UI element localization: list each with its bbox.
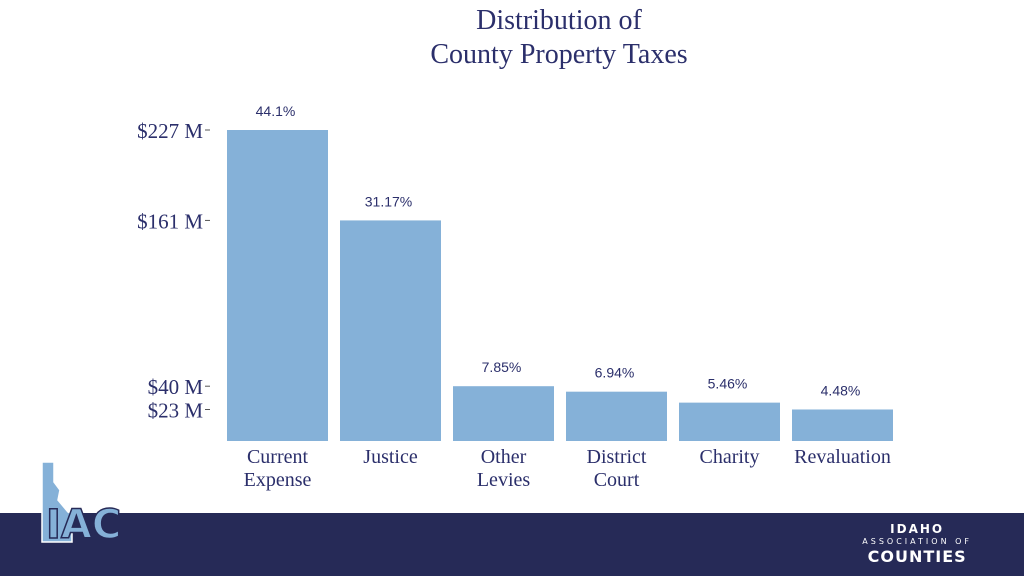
x-tick-label: Levies [477, 469, 531, 491]
chart-title-line-2: County Property Taxes [430, 39, 688, 70]
data-label: 5.46% [708, 376, 748, 392]
x-tick-label: Expense [244, 469, 312, 491]
bar [679, 402, 780, 441]
svg-text:IAC: IAC [46, 502, 121, 548]
org-line-3: COUNTIES [867, 547, 967, 566]
chart-title-line-1: Distribution of [476, 5, 642, 36]
x-tick-label: Charity [700, 446, 760, 468]
bar [792, 409, 893, 441]
data-label: 4.48% [821, 382, 861, 398]
bar-chart: $227 M $161 M $40 M$23 M 44.1% CurrentExpens… [137, 103, 893, 491]
x-tick-label: Court [594, 469, 640, 491]
x-tick-label: District [587, 446, 647, 468]
footer-bar [0, 513, 1024, 576]
x-tick-label: Other [481, 446, 527, 468]
bar [227, 130, 328, 441]
bar [453, 386, 554, 441]
org-line-2: ASSOCIATION OF [862, 537, 972, 546]
x-tick-label: Revaluation [794, 446, 891, 468]
data-label: 31.17% [365, 193, 412, 209]
y-tick-label: $161 M [137, 209, 203, 233]
chart-title: Distribution of County Property Taxes [0, 4, 1024, 72]
org-wordmark: IDAHO ASSOCIATION OF COUNTIES [862, 522, 972, 566]
y-tick-label: $227 M [137, 119, 203, 143]
org-line-1: IDAHO [890, 522, 945, 536]
data-label: 44.1% [256, 103, 296, 119]
bar [566, 391, 667, 441]
bar [340, 220, 441, 441]
y-tick-label: $23 M [148, 398, 204, 422]
x-tick-label: Justice [363, 446, 418, 468]
iac-logo: IAC [41, 461, 122, 549]
x-tick-label: Current [247, 446, 309, 468]
y-tick-label: $40 M [148, 375, 204, 399]
data-label: 6.94% [595, 365, 635, 381]
data-label: 7.85% [482, 359, 522, 375]
